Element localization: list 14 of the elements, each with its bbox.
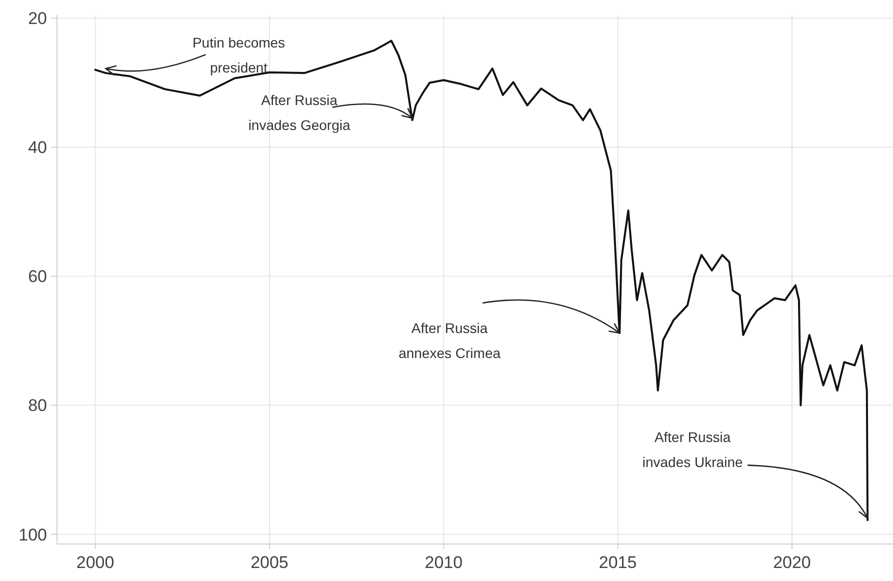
y-tick-label: 40 — [28, 138, 47, 158]
y-tick-label: 80 — [28, 396, 47, 416]
annotation: After Russia invades Ukraine — [642, 429, 743, 470]
x-tick-label: 2020 — [773, 553, 811, 572]
annotation: Putin becomes president — [192, 34, 286, 76]
y-tick-label: 20 — [28, 9, 47, 28]
x-tick-label: 2010 — [424, 553, 463, 572]
x-tick-label: 2005 — [250, 553, 288, 572]
x-tick-label: 2000 — [76, 553, 114, 572]
annotation: After Russia invades Georgia — [248, 92, 350, 134]
y-tick-label: 60 — [28, 267, 47, 286]
x-tick-label: 2015 — [598, 553, 637, 572]
annotation: After Russia annexes Crimea — [398, 320, 501, 362]
y-tick-label: 100 — [18, 525, 47, 544]
